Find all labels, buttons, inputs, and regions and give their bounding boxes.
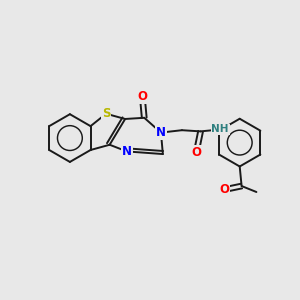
Text: N: N <box>156 126 166 139</box>
Text: S: S <box>102 107 110 120</box>
Text: O: O <box>219 183 230 196</box>
Text: N: N <box>122 145 132 158</box>
Text: NH: NH <box>212 124 229 134</box>
Text: O: O <box>137 90 147 103</box>
Text: O: O <box>191 146 201 159</box>
